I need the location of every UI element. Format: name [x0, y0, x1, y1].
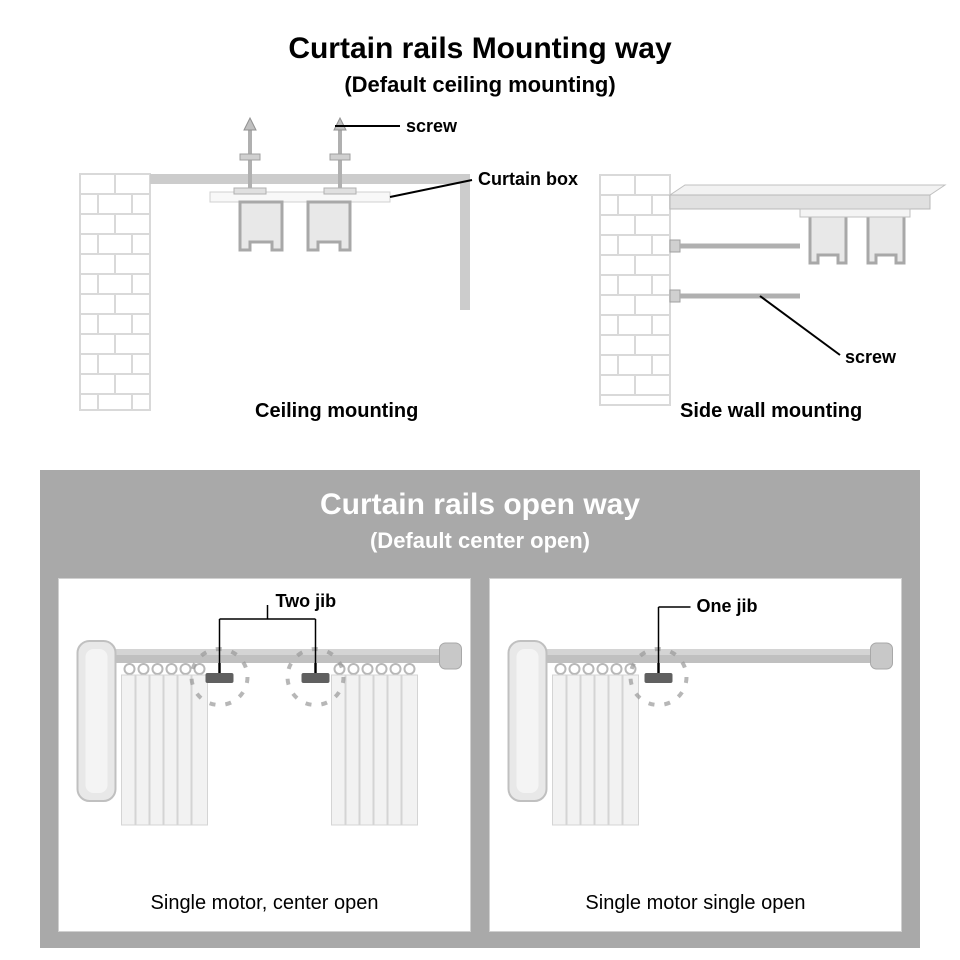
side-wall-diagram: screw	[590, 155, 950, 415]
single-open-panel: One jib Single motor single open	[489, 578, 902, 932]
open-way-title: Curtain rails open way	[40, 488, 920, 522]
center-open-caption: Single motor, center open	[59, 892, 470, 915]
open-way-section: Curtain rails open way (Default center o…	[40, 470, 920, 948]
open-way-subtitle: (Default center open)	[40, 528, 920, 554]
ceiling-caption: Ceiling mounting	[255, 400, 418, 423]
mounting-section: Curtain rails Mounting way (Default ceil…	[0, 0, 960, 450]
single-open-caption: Single motor single open	[490, 892, 901, 915]
ceiling-mounting-diagram: screw Curtain box	[40, 110, 600, 430]
mounting-subtitle: (Default ceiling mounting)	[0, 72, 960, 98]
mounting-diagrams: screw Curtain box Ceiling mounting	[0, 110, 960, 450]
one-jib-label: One jib	[697, 596, 758, 616]
side-screw-label: screw	[845, 347, 897, 367]
center-open-diagram: Two jib	[59, 579, 470, 879]
side-wall-caption: Side wall mounting	[680, 400, 862, 423]
curtain-box-label: Curtain box	[478, 169, 578, 189]
mounting-title: Curtain rails Mounting way	[0, 32, 960, 66]
ceiling-screw-label: screw	[406, 116, 458, 136]
single-open-diagram: One jib	[490, 579, 901, 879]
open-way-panels: Two jib Single motor, center open	[58, 578, 902, 932]
two-jib-label: Two jib	[276, 591, 337, 611]
center-open-panel: Two jib Single motor, center open	[58, 578, 471, 932]
